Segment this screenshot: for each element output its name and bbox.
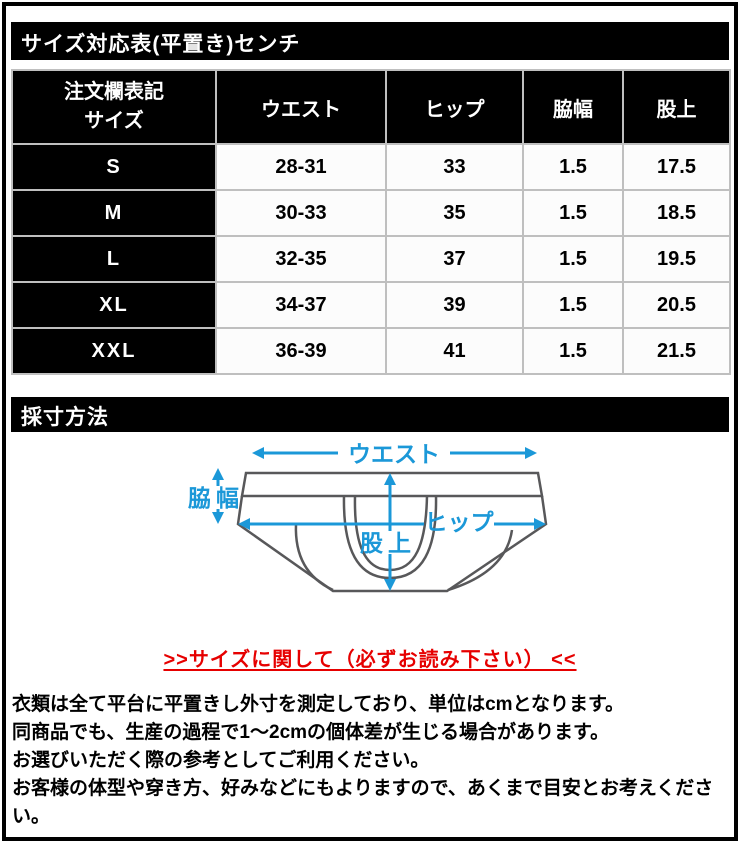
waist-cell: 28-31 (215, 143, 387, 191)
rise-cell: 20.5 (622, 281, 731, 329)
size-chart-header-bar: サイズ対応表(平置き)センチ (11, 22, 729, 60)
waist-cell: 34-37 (215, 281, 387, 329)
notice-paragraphs: 衣類は全て平台に平置きし外寸を測定しており、単位はcmとなります。 同商品でも、… (12, 691, 728, 831)
size-cell: M (11, 189, 217, 237)
notice-line: 同商品でも、生産の過程で1～2cmの個体差が生じる場合があります。 (12, 722, 610, 743)
rise-cell: 21.5 (622, 327, 731, 375)
briefs-diagram-svg: ウエスト 脇幅 ヒップ 股上 (188, 441, 548, 593)
rise-cell: 18.5 (622, 189, 731, 237)
hip-label: ヒップ (425, 509, 495, 535)
hip-cell: 33 (385, 143, 524, 191)
side-width-cell: 1.5 (522, 143, 624, 191)
size-chart-title: サイズ対応表(平置き)センチ (21, 32, 301, 56)
measurement-diagram: ウエスト 脇幅 ヒップ 股上 (0, 440, 740, 640)
rise-label: 股上 (360, 530, 416, 556)
corner-header-line2: サイズ (84, 110, 144, 132)
measurement-header-bar: 採寸方法 (11, 397, 729, 432)
waist-measure-arrow (252, 447, 537, 459)
rise-measure-arrow (384, 473, 396, 591)
rise-cell: 17.5 (622, 143, 731, 191)
column-header-rise: 股上 (622, 69, 731, 145)
side-width-label: 脇幅 (188, 485, 244, 511)
table-row-s: S 28-31 33 1.5 17.5 (11, 143, 731, 191)
waist-cell: 32-35 (215, 235, 387, 283)
table-row-m: M 30-33 35 1.5 18.5 (11, 189, 731, 237)
notice-line: 衣類は全て平台に平置きし外寸を測定しており、単位はcmとなります。 (12, 694, 625, 715)
side-width-cell: 1.5 (522, 281, 624, 329)
measurement-title: 採寸方法 (21, 406, 109, 429)
column-header-waist: ウエスト (215, 69, 387, 145)
notice-line: お客様の体型や穿き方、好みなどにもよりますので、あくまで目安とお考えください。 (12, 778, 714, 827)
side-width-cell: 1.5 (522, 189, 624, 237)
arrow-left-icon (238, 518, 250, 530)
rise-cell: 19.5 (622, 235, 731, 283)
arrow-right-icon (534, 518, 546, 530)
hip-cell: 39 (385, 281, 524, 329)
size-table-header-row: 注文欄表記 サイズ ウエスト ヒップ 脇幅 股上 (11, 69, 731, 145)
size-table: 注文欄表記 サイズ ウエスト ヒップ 脇幅 股上 S 28-31 33 1.5 … (11, 69, 731, 375)
hip-measure-arrow (238, 518, 546, 530)
side-width-measure-arrow (212, 468, 224, 524)
arrow-down-icon (212, 512, 224, 524)
waist-cell: 36-39 (215, 327, 387, 375)
left-leg-seam (294, 523, 334, 592)
hip-cell: 37 (385, 235, 524, 283)
notice-line: お選びいただく際の参考としてご利用ください。 (12, 750, 430, 771)
arrow-down-icon (384, 579, 396, 591)
arrow-left-icon (252, 447, 264, 459)
side-width-cell: 1.5 (522, 235, 624, 283)
waist-cell: 30-33 (215, 189, 387, 237)
notice-heading: >>サイズに関して（必ずお読み下さい） << (163, 649, 577, 671)
hip-cell: 35 (385, 189, 524, 237)
column-header-hip: ヒップ (385, 69, 524, 145)
right-leg-seam (447, 529, 514, 592)
arrow-right-icon (525, 447, 537, 459)
size-cell: S (11, 143, 217, 191)
waist-label: ウエスト (348, 441, 440, 467)
table-row-xxl: XXL 36-39 41 1.5 21.5 (11, 327, 731, 375)
column-header-side-width: 脇幅 (522, 69, 624, 145)
size-cell: XL (11, 281, 217, 329)
measure-arrows (212, 447, 546, 591)
side-width-cell: 1.5 (522, 327, 624, 375)
corner-header-cell: 注文欄表記 サイズ (11, 69, 217, 145)
size-cell: L (11, 235, 217, 283)
corner-header-line1: 注文欄表記 (64, 81, 164, 103)
arrow-up-icon (212, 468, 224, 480)
table-row-l: L 32-35 37 1.5 19.5 (11, 235, 731, 283)
hip-cell: 41 (385, 327, 524, 375)
table-row-xl: XL 34-37 39 1.5 20.5 (11, 281, 731, 329)
arrow-up-icon (384, 473, 396, 485)
size-cell: XXL (11, 327, 217, 375)
